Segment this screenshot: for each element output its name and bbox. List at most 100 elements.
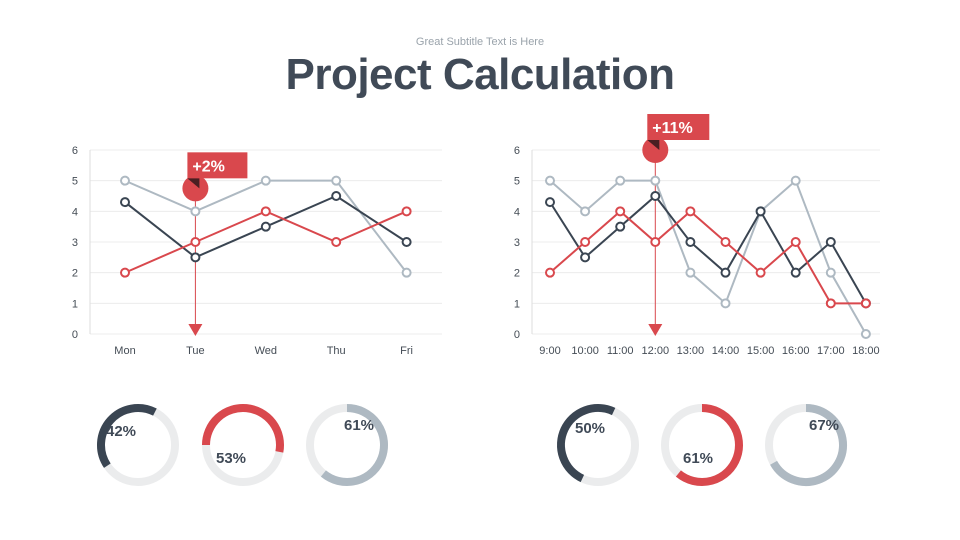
subtitle: Great Subtitle Text is Here	[415, 36, 545, 48]
data-point-red	[755, 267, 766, 278]
data-point-dark	[190, 252, 201, 263]
y-tick-label: 0	[514, 329, 520, 341]
series-line-gray	[549, 178, 867, 335]
y-tick-label: 5	[514, 176, 520, 188]
callout-label: +2%	[192, 158, 224, 175]
data-point-red	[685, 206, 696, 217]
data-point-dark	[755, 206, 766, 217]
x-tick-label: Mon	[114, 345, 135, 357]
data-point-dark	[545, 197, 555, 208]
donut-label: 42%	[106, 423, 136, 440]
data-point-gray	[790, 175, 801, 186]
callout-box	[187, 152, 248, 179]
data-point-gray	[650, 175, 661, 186]
x-tick-label: 11:00	[607, 345, 634, 357]
data-point-red	[790, 237, 801, 247]
marker-dot	[642, 137, 669, 163]
data-point-dark	[615, 221, 626, 232]
data-point-red	[190, 237, 201, 247]
data-point-gray	[331, 175, 342, 186]
donut-label: 53%	[216, 450, 246, 467]
callout-box	[647, 114, 710, 140]
y-tick-label: 1	[514, 298, 520, 310]
donut-arc	[675, 404, 743, 486]
x-tick-label: 15:00	[747, 345, 775, 357]
data-point-gray	[401, 267, 412, 278]
data-point-red	[860, 298, 871, 309]
marker-arrow	[188, 324, 203, 336]
data-point-dark	[580, 252, 591, 263]
y-tick-label: 1	[72, 298, 78, 310]
data-point-gray	[860, 329, 871, 339]
donut-chart: 61%	[306, 404, 388, 486]
donut-label: 61%	[683, 450, 713, 467]
donut-label: 61%	[344, 417, 374, 434]
data-point-gray	[685, 267, 696, 278]
y-tick-label: 2	[514, 268, 520, 280]
x-tick-label: 17:00	[817, 345, 845, 357]
data-point-gray	[720, 298, 731, 309]
data-point-gray	[825, 267, 836, 278]
y-tick-label: 0	[72, 329, 78, 341]
data-point-gray	[580, 206, 591, 217]
y-tick-label: 6	[72, 145, 78, 157]
data-point-gray	[120, 175, 130, 186]
data-point-dark	[790, 267, 801, 278]
data-point-red	[331, 237, 342, 247]
data-point-dark	[720, 267, 731, 278]
donut-chart: 53%	[202, 404, 284, 486]
donut-arc	[320, 404, 388, 486]
donut-chart: 50%	[557, 404, 639, 486]
x-tick-label: 12:00	[642, 345, 670, 357]
y-tick-label: 3	[514, 237, 520, 249]
donut-label: 67%	[809, 417, 839, 434]
page-title: Project Calculation	[285, 50, 675, 99]
x-tick-label: Fri	[400, 345, 413, 357]
data-point-dark	[650, 191, 661, 201]
donut-arc	[97, 404, 157, 468]
x-tick-label: 16:00	[782, 345, 810, 357]
x-tick-label: 9:00	[539, 345, 560, 357]
data-point-red	[401, 206, 412, 217]
y-tick-label: 5	[72, 176, 78, 188]
series-line-red	[549, 210, 866, 305]
donut-chart: 61%	[661, 404, 743, 486]
donut-arc	[202, 404, 284, 453]
series-line-dark	[549, 194, 867, 304]
data-point-gray	[190, 206, 201, 217]
donut-arc	[770, 404, 847, 486]
data-point-red	[580, 237, 591, 247]
x-tick-label: 13:00	[677, 345, 705, 357]
data-point-dark	[401, 237, 412, 247]
y-tick-label: 4	[72, 206, 78, 218]
data-point-dark	[331, 191, 342, 201]
data-point-red	[120, 267, 130, 278]
donut-label: 50%	[575, 420, 605, 437]
x-tick-label: Thu	[327, 345, 346, 357]
x-tick-label: 18:00	[852, 345, 880, 357]
data-point-dark	[825, 237, 836, 247]
data-point-red	[545, 267, 555, 278]
y-tick-label: 4	[514, 206, 520, 218]
callout-fold	[647, 140, 660, 150]
callout-fold	[187, 178, 200, 189]
y-tick-label: 6	[514, 145, 520, 157]
donut-chart: 42%	[97, 404, 179, 486]
data-point-dark	[120, 197, 130, 208]
data-point-gray	[545, 175, 555, 186]
data-point-dark	[260, 221, 271, 232]
donut-chart: 67%	[765, 404, 847, 486]
donut-arc	[557, 404, 616, 483]
y-tick-label: 2	[72, 268, 78, 280]
callout-label: +11%	[652, 120, 692, 137]
x-tick-label: 14:00	[712, 345, 740, 357]
data-point-red	[260, 206, 271, 217]
line-chart-1: 0 1 2 3 4 5 6 Mon Tue Wed Thu Fri +2%	[72, 145, 442, 357]
data-point-gray	[615, 175, 626, 186]
data-point-red	[720, 237, 731, 247]
x-tick-label: 10:00	[571, 345, 599, 357]
line-chart-2: 0 1 2 3 4 5 6 9:00 10:00 11:00 12:00 13:00 14:00 15:0…	[514, 114, 880, 357]
marker-arrow	[648, 324, 663, 336]
data-point-red	[825, 298, 836, 309]
